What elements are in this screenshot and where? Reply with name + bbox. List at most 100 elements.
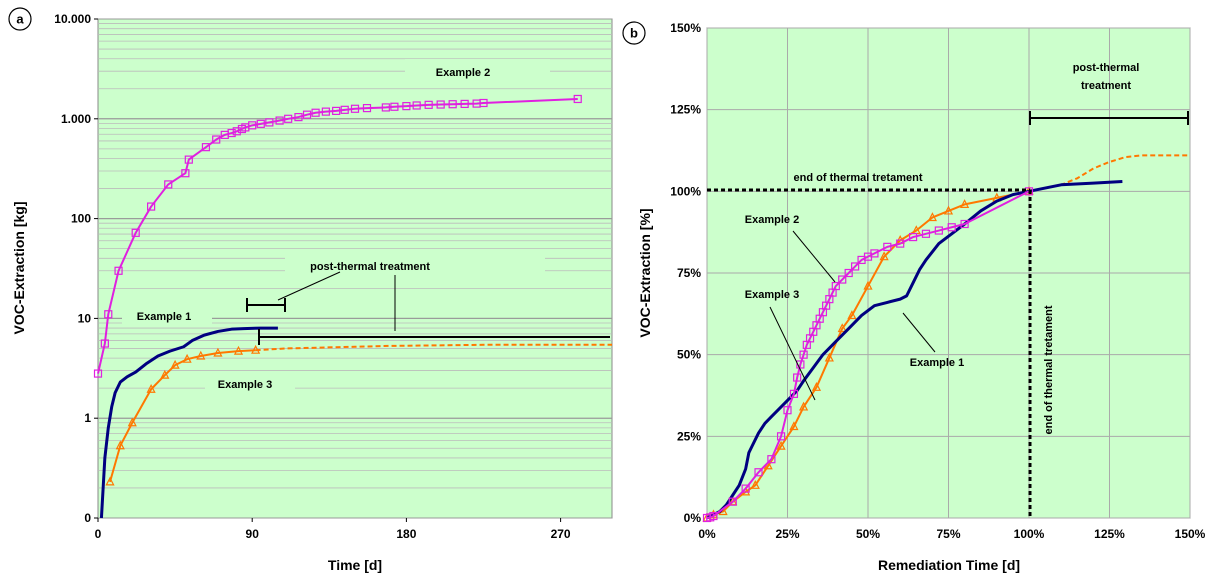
panel-a-y-tick-label: 1.000 bbox=[61, 112, 91, 126]
panel-a-series-line-example-1 bbox=[99, 326, 278, 519]
panel-a-series-line-example-3 bbox=[109, 349, 256, 483]
panel-a-post-thermal-label-bg bbox=[285, 255, 545, 277]
panel-b-ticks: 0% 25% 50% 75% 100% 125% 150% 0% 25% 50% 75% 100% 12… bbox=[670, 21, 1205, 541]
panel-b-x-tick-label: 125% bbox=[1094, 527, 1125, 541]
panel-b-point-example-2 bbox=[960, 219, 969, 229]
panel-a-point-example-2 bbox=[93, 369, 103, 378]
panel-b-point-example-2 bbox=[796, 360, 805, 369]
panel-a-x-tick-label: 180 bbox=[396, 527, 416, 541]
panel-a-point-example-2 bbox=[265, 118, 274, 127]
panel-a-example3-label-bg bbox=[205, 372, 295, 394]
panel-b-x-tick-label: 150% bbox=[1175, 527, 1206, 541]
panel-b-point-example-2 bbox=[934, 226, 943, 235]
panel-a-leader-line-1 bbox=[277, 271, 341, 301]
panel-a-point-example-2 bbox=[131, 228, 140, 237]
panel-a-point-example-3 bbox=[146, 383, 156, 393]
panel-a-y-tick-label: 10.000 bbox=[54, 12, 91, 26]
panel-a-x-tick-label: 90 bbox=[246, 527, 260, 541]
panel-a-point-example-2 bbox=[311, 108, 320, 117]
panel-a-point-example-2 bbox=[436, 100, 445, 109]
panel-b-x-tick-label: 0% bbox=[698, 527, 716, 541]
panel-b-point-example-2 bbox=[883, 242, 892, 251]
panel-b-post-thermal-label-line1: post-thermal bbox=[1073, 62, 1140, 74]
panel-a-point-example-3 bbox=[233, 345, 244, 355]
panel-b-end-thermal-v-label: end of thermal tretament bbox=[1043, 305, 1055, 434]
panel-b-series bbox=[702, 154, 1190, 523]
panel-a-point-example-2 bbox=[460, 99, 469, 109]
panel-a-x-axis-title: Time [d] bbox=[328, 557, 382, 573]
panel-b-point-example-3 bbox=[799, 401, 809, 411]
panel-a-point-example-2 bbox=[184, 155, 193, 164]
panel-a-point-example-2 bbox=[402, 102, 411, 111]
panel-b-chart: 0% 25% 50% 75% 100% 125% 150% 0% 25% 50% 75% 100% 12… bbox=[622, 21, 1206, 573]
panel-a-point-example-3 bbox=[170, 359, 180, 369]
panel-a-example1-label-bg bbox=[122, 304, 212, 326]
panel-b-point-example-2 bbox=[741, 484, 750, 493]
panel-a-point-example-2 bbox=[181, 169, 190, 178]
panel-b-x-axis-title: Remediation Time [d] bbox=[878, 557, 1020, 573]
panel-b-point-example-3 bbox=[863, 280, 873, 290]
panel-a-example1-label: Example 1 bbox=[137, 311, 191, 323]
panel-b-point-example-2 bbox=[776, 432, 786, 441]
panel-b-x-tick-label: 50% bbox=[856, 527, 880, 541]
panel-a-label-circle bbox=[8, 7, 32, 31]
panel-b-point-example-3 bbox=[927, 212, 937, 222]
panel-a-point-example-2 bbox=[232, 127, 241, 136]
panel-a-point-example-2 bbox=[321, 107, 330, 116]
panel-b-point-example-3 bbox=[837, 323, 847, 333]
panel-a-point-example-3 bbox=[182, 353, 192, 363]
panel-b-point-example-2 bbox=[789, 389, 799, 398]
panel-a-y-tick-label: 0 bbox=[84, 511, 91, 525]
panel-a-point-example-2 bbox=[479, 98, 488, 108]
panel-b-y-axis-title: VOC-Extraction [%] bbox=[637, 208, 653, 337]
panel-a-post-thermal-bracket-small bbox=[246, 298, 286, 312]
panel-b-point-example-3 bbox=[776, 440, 786, 450]
panel-b-point-example-2 bbox=[844, 268, 853, 278]
panel-a-y-tick-label: 10 bbox=[78, 311, 92, 325]
panel-b-point-example-2 bbox=[838, 275, 847, 284]
panel-a-y-tick-label: 100 bbox=[71, 212, 91, 226]
panel-b-y-tick-label: 100% bbox=[670, 184, 701, 198]
panel-b-example1-leader bbox=[902, 312, 936, 353]
panel-a-example3-label: Example 3 bbox=[218, 379, 272, 391]
panel-a-x-tick-label: 270 bbox=[551, 527, 571, 541]
panel-b-label: b bbox=[630, 26, 638, 41]
panel-a-point-example-3 bbox=[213, 347, 223, 357]
panel-b-point-example-3 bbox=[789, 421, 799, 431]
panel-a-point-example-2 bbox=[114, 266, 123, 275]
panel-b-y-tick-label: 125% bbox=[670, 103, 701, 117]
panel-b-point-example-2 bbox=[767, 455, 776, 464]
panel-b-point-example-3 bbox=[879, 251, 889, 261]
panel-a-point-example-2 bbox=[227, 128, 236, 138]
panel-a-example2-label: Example 2 bbox=[436, 67, 490, 79]
panel-b-point-example-3 bbox=[811, 382, 822, 391]
panel-a-series-line-example-3-post-thermal-dashed bbox=[255, 343, 612, 352]
panel-a-point-example-2 bbox=[573, 94, 582, 104]
panel-b-y-tick-label: 0% bbox=[684, 511, 702, 525]
panel-b-point-example-2 bbox=[754, 468, 763, 477]
panel-b-y-tick-label: 150% bbox=[670, 21, 701, 35]
panel-b-post-thermal-bracket bbox=[1029, 111, 1189, 125]
panel-a-point-example-2 bbox=[201, 143, 211, 152]
panel-a-series bbox=[93, 94, 612, 519]
panel-a-point-example-2 bbox=[412, 101, 421, 110]
panel-b-end-thermal-h-label: end of thermal tretament bbox=[794, 172, 923, 184]
panel-b-example3-leader bbox=[769, 306, 816, 401]
panel-a-point-example-2 bbox=[381, 103, 390, 112]
panel-a-point-example-2 bbox=[332, 106, 341, 115]
panel-a-point-example-2 bbox=[147, 202, 156, 211]
panel-a-point-example-3 bbox=[105, 476, 115, 486]
panel-b-post-thermal-label-line2: treatment bbox=[1081, 80, 1131, 92]
panel-a-point-example-2 bbox=[164, 180, 173, 189]
panel-b-label-circle bbox=[622, 21, 646, 45]
panel-b-x-tick-label: 100% bbox=[1014, 527, 1045, 541]
panel-b-point-example-2 bbox=[728, 497, 737, 506]
panel-a-point-example-2 bbox=[294, 113, 303, 122]
panel-a-point-example-3 bbox=[196, 350, 206, 360]
panel-b-y-tick-label: 25% bbox=[677, 429, 701, 443]
panel-a-chart: 0 1 10 100 1.000 10.000 0 90 180 270 a Time [d] V… bbox=[8, 7, 613, 573]
panel-b-point-example-3 bbox=[847, 310, 857, 320]
panel-b-example1-label: Example 1 bbox=[910, 357, 964, 369]
panel-a-point-example-2 bbox=[340, 105, 349, 114]
